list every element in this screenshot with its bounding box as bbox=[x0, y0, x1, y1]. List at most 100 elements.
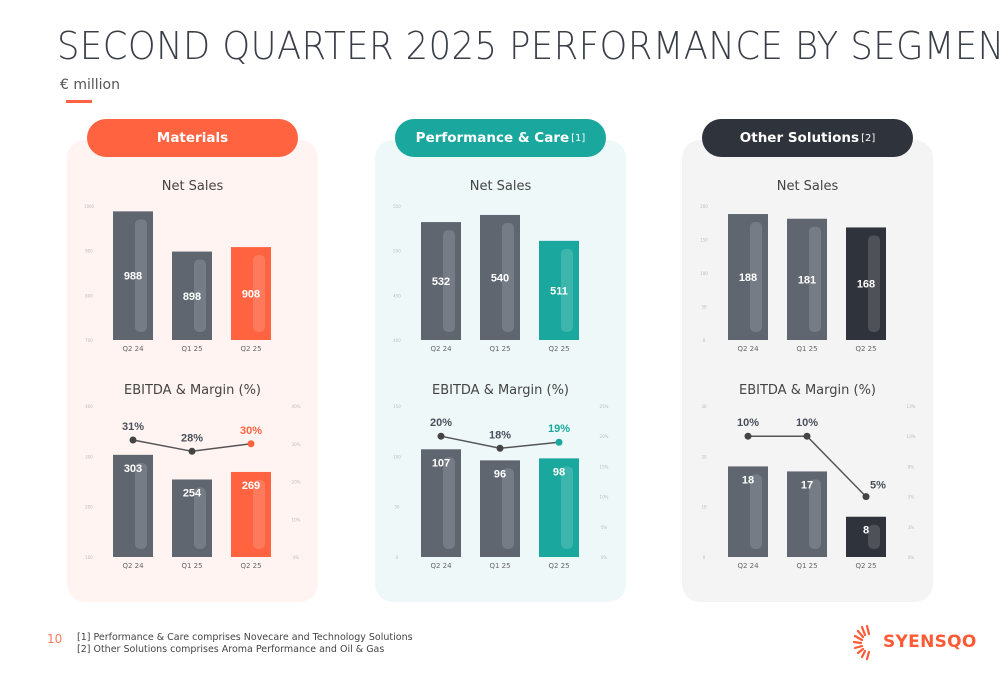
ebitda-category-label: Q2 25 bbox=[548, 562, 569, 570]
net-sales-value-label: 988 bbox=[124, 271, 142, 283]
net-sales-bar-highlight bbox=[194, 259, 206, 332]
net-sales-value-label: 511 bbox=[550, 285, 568, 297]
logo-text: SYENSQO bbox=[883, 632, 977, 652]
ebitda-y-tick: 300 bbox=[85, 454, 93, 459]
margin-label: 10% bbox=[737, 417, 759, 429]
ebitda-category-label: Q1 25 bbox=[181, 562, 202, 570]
margin-point bbox=[188, 447, 196, 455]
ebitda-bar-highlight bbox=[868, 524, 880, 549]
ebitda-value-label: 18 bbox=[742, 474, 754, 486]
ebitda-bar bbox=[172, 479, 212, 557]
net-sales-value-label: 168 bbox=[857, 279, 875, 291]
net-sales-bar-highlight bbox=[135, 219, 147, 332]
net-sales-bar-highlight bbox=[502, 222, 514, 332]
net-sales-bar bbox=[113, 211, 153, 340]
ebitda-value-label: 269 bbox=[242, 480, 260, 492]
ebitda-bar-highlight bbox=[194, 487, 206, 549]
segment-charts-0: 700 800 900 1000 988 Q2 24 898 Q1 25 908 Q2 25 100… bbox=[84, 204, 301, 570]
net-sales-title: Net Sales bbox=[469, 179, 532, 194]
ebitda-y-tick: 0 bbox=[396, 555, 399, 560]
margin-y-tick: 0% bbox=[908, 555, 915, 560]
ebitda-value-label: 107 bbox=[432, 457, 450, 469]
net-sales-category-label: Q1 25 bbox=[181, 345, 202, 353]
net-sales-title: Net Sales bbox=[776, 179, 839, 194]
ebitda-bar bbox=[539, 458, 579, 557]
ebitda-bar-highlight bbox=[253, 479, 265, 549]
title-accent-line bbox=[66, 100, 92, 103]
ebitda-y-tick: 100 bbox=[85, 555, 93, 560]
margin-y-tick: 5% bbox=[908, 495, 915, 500]
ebitda-bar-highlight bbox=[809, 479, 821, 549]
net-sales-category-label: Q2 24 bbox=[122, 345, 144, 353]
ebitda-bar bbox=[787, 471, 827, 557]
margin-label: 19% bbox=[548, 423, 570, 435]
net-sales-value-label: 898 bbox=[183, 291, 201, 303]
net-sales-category-label: Q2 25 bbox=[548, 345, 569, 353]
net-sales-bar-highlight bbox=[443, 230, 455, 332]
footnote-1: [1] Performance & Care comprises Novecar… bbox=[77, 632, 413, 643]
net-sales-y-tick: 100 bbox=[700, 271, 708, 276]
segment-name: Performance & Care bbox=[415, 130, 570, 146]
margin-point bbox=[803, 432, 811, 440]
ebitda-bar bbox=[846, 516, 886, 557]
net-sales-bar bbox=[787, 218, 827, 340]
segment-panel-2: Net Sales EBITDA & Margin (%) 0 50 100 150 20… bbox=[682, 140, 933, 602]
margin-y-tick: 40% bbox=[292, 404, 301, 409]
ebitda-category-label: Q2 25 bbox=[240, 562, 261, 570]
ebitda-y-tick: 0 bbox=[703, 555, 706, 560]
margin-y-tick: 10% bbox=[907, 434, 916, 439]
ebitda-y-tick: 20 bbox=[701, 454, 707, 459]
segment-header-0: Materials bbox=[87, 119, 298, 157]
ebitda-bar bbox=[480, 460, 520, 557]
ebitda-y-tick: 150 bbox=[393, 404, 401, 409]
net-sales-category-label: Q2 24 bbox=[430, 345, 452, 353]
ebitda-bar-highlight bbox=[443, 457, 455, 549]
net-sales-y-tick: 500 bbox=[393, 249, 401, 254]
net-sales-bar bbox=[539, 240, 579, 340]
net-sales-value-label: 188 bbox=[739, 272, 757, 284]
ebitda-value-label: 17 bbox=[801, 479, 813, 491]
margin-y-tick: 25% bbox=[600, 404, 609, 409]
margin-y-tick: 10% bbox=[600, 495, 609, 500]
margin-y-tick: 15% bbox=[600, 464, 609, 469]
ebitda-category-label: Q2 25 bbox=[855, 562, 876, 570]
net-sales-y-tick: 900 bbox=[85, 249, 93, 254]
net-sales-title: Net Sales bbox=[161, 179, 224, 194]
margin-y-tick: 8% bbox=[908, 464, 915, 469]
segment-name: Other Solutions bbox=[739, 130, 860, 146]
ebitda-category-label: Q1 25 bbox=[796, 562, 817, 570]
net-sales-y-tick: 700 bbox=[85, 338, 93, 343]
net-sales-y-tick: 200 bbox=[700, 204, 708, 209]
net-sales-y-tick: 150 bbox=[700, 238, 708, 243]
net-sales-bar-highlight bbox=[561, 248, 573, 332]
net-sales-value-label: 540 bbox=[491, 272, 509, 284]
ebitda-bar-highlight bbox=[502, 468, 514, 549]
ebitda-title: EBITDA & Margin (%) bbox=[738, 383, 876, 398]
ebitda-bar-highlight bbox=[750, 474, 762, 549]
syensqo-logo: SYENSQO bbox=[853, 622, 977, 662]
ebitda-y-tick: 100 bbox=[393, 454, 401, 459]
margin-label: 10% bbox=[796, 417, 818, 429]
net-sales-bar bbox=[231, 247, 271, 340]
ebitda-y-tick: 200 bbox=[85, 505, 93, 510]
net-sales-y-tick: 800 bbox=[85, 293, 93, 298]
ebitda-category-label: Q1 25 bbox=[489, 562, 510, 570]
ebitda-value-label: 8 bbox=[863, 525, 869, 537]
margin-y-tick: 0% bbox=[601, 555, 608, 560]
footnote-2: [2] Other Solutions comprises Aroma Perf… bbox=[77, 644, 385, 655]
segment-header-2: Other Solutions [2] bbox=[702, 119, 913, 157]
segment-name: Materials bbox=[156, 130, 229, 146]
ebitda-y-tick: 400 bbox=[85, 404, 93, 409]
net-sales-bar-highlight bbox=[253, 255, 265, 332]
ebitda-y-tick: 30 bbox=[701, 404, 707, 409]
net-sales-y-tick: 400 bbox=[393, 338, 401, 343]
net-sales-y-tick: 1000 bbox=[84, 204, 95, 209]
margin-y-tick: 5% bbox=[601, 525, 608, 530]
unit-label: € million bbox=[60, 77, 120, 93]
net-sales-value-label: 181 bbox=[798, 274, 816, 286]
margin-label: 28% bbox=[181, 432, 203, 444]
footnote-ref: [1] bbox=[571, 132, 586, 144]
margin-label: 31% bbox=[122, 421, 144, 433]
footnotes: [1] Performance & Care comprises Novecar… bbox=[77, 632, 413, 656]
